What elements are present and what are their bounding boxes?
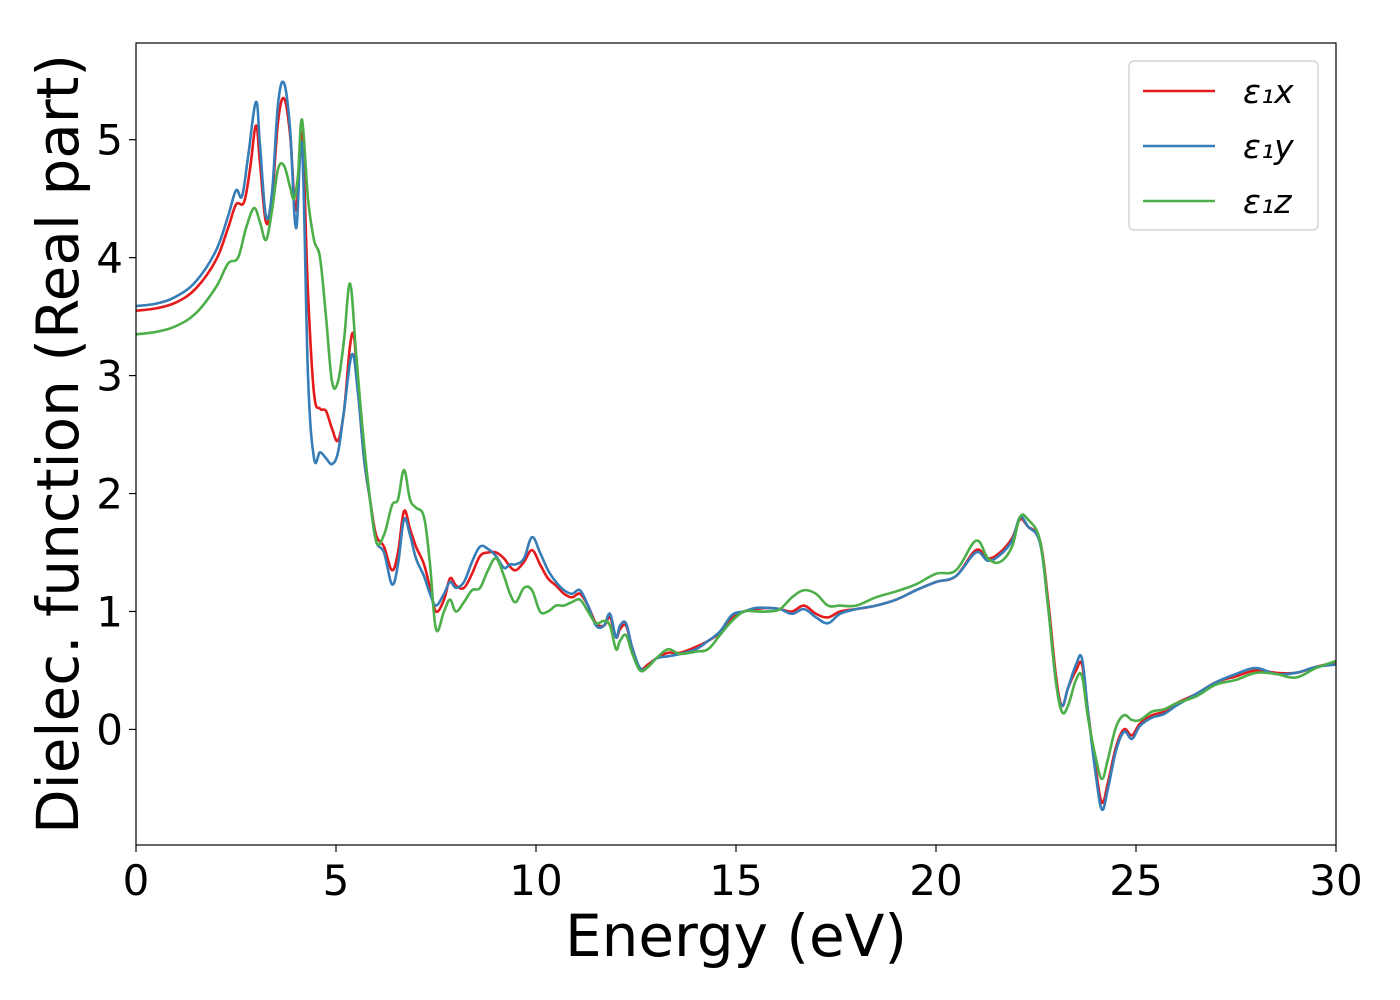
series-line-e1z <box>136 118 1336 781</box>
legend-label: ε₁y <box>1243 127 1294 166</box>
y-tick-label: 0 <box>96 705 123 754</box>
legend-entry-e1y: ε₁y <box>1143 127 1294 166</box>
y-tick-label: 1 <box>96 587 123 636</box>
x-tick-label: 25 <box>1109 856 1162 905</box>
ticks-layer: 0 5 10 15 20 25 30 0 1 2 3 4 5 <box>96 116 1362 905</box>
y-tick-label: 2 <box>96 470 123 519</box>
legend-box <box>1128 60 1319 231</box>
x-tick-label: 20 <box>909 856 962 905</box>
y-tick-label: 5 <box>96 116 123 165</box>
y-tick-label: 4 <box>96 234 123 283</box>
x-tick-label: 0 <box>123 856 150 905</box>
x-tick-label: 5 <box>323 856 350 905</box>
legend-label: ε₁x <box>1243 72 1294 111</box>
x-tick-label: 10 <box>509 856 562 905</box>
x-tick-label: 30 <box>1309 856 1362 905</box>
legend: ε₁x ε₁y ε₁z <box>1128 60 1319 231</box>
y-axis-title: Dielec. function (Real part) <box>24 54 92 834</box>
y-tick-label: 3 <box>96 352 123 401</box>
legend-entry-e1z: ε₁z <box>1143 182 1292 221</box>
legend-entry-e1x: ε₁x <box>1143 72 1294 111</box>
x-tick-label: 15 <box>709 856 762 905</box>
series-line-e1y <box>136 80 1336 812</box>
legend-label: ε₁z <box>1243 182 1292 221</box>
x-axis-title: Energy (eV) <box>565 902 907 970</box>
series-layer <box>136 80 1336 812</box>
